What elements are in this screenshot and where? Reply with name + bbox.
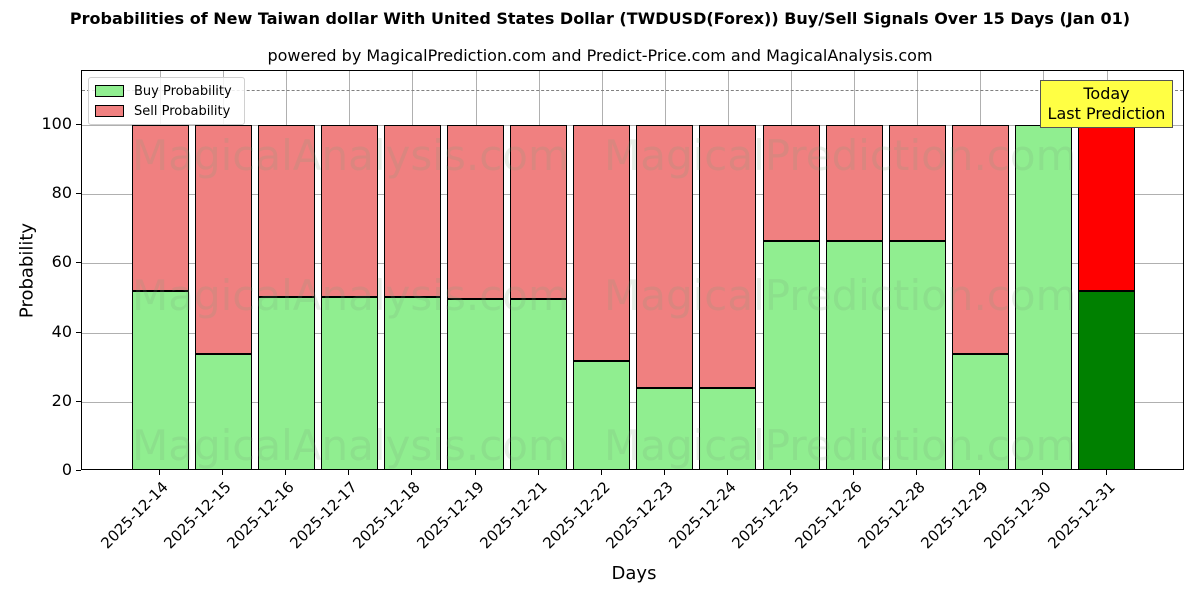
reference-line — [82, 90, 1183, 92]
x-tick-mark — [1042, 470, 1044, 475]
x-tick-mark — [790, 470, 791, 475]
bar-buy — [383, 296, 441, 469]
plot-area: MagicalAnalysis.comMagicalPrediction.com… — [81, 70, 1184, 470]
x-tick-mark — [663, 470, 665, 475]
bar-buy — [699, 387, 757, 469]
bar-buy — [1078, 291, 1135, 469]
bar-sell — [257, 125, 315, 297]
chart-title: Probabilities of New Taiwan dollar With … — [69, 9, 1131, 28]
y-tick-label: 0 — [61, 460, 72, 479]
y-tick-label: 80 — [51, 183, 72, 203]
y-tick-mark — [76, 124, 81, 125]
x-tick-mark — [411, 470, 413, 475]
y-tick-label: 20 — [51, 390, 72, 410]
sell-swatch-icon — [95, 105, 124, 117]
annotation-line-1: Today — [1083, 84, 1130, 103]
legend: Buy Probability Sell Probability — [88, 77, 245, 125]
x-tick-mark — [600, 470, 602, 475]
buy-swatch-icon — [95, 85, 124, 97]
bar-buy — [447, 299, 504, 469]
legend-item-buy: Buy Probability — [95, 83, 232, 99]
bar-buy — [888, 240, 946, 469]
bar-sell — [1078, 125, 1135, 292]
bar-sell — [131, 125, 189, 292]
x-tick-mark — [159, 470, 160, 475]
bar-sell — [825, 125, 883, 241]
x-tick-mark — [916, 470, 918, 475]
x-tick-mark — [853, 470, 855, 475]
chart-subtitle: powered by MagicalPrediction.com and Pre… — [267, 46, 933, 65]
bar-buy — [573, 360, 631, 469]
y-tick-mark — [76, 470, 81, 471]
y-tick-mark — [76, 262, 81, 264]
y-tick-mark — [76, 331, 81, 333]
x-tick-mark — [474, 470, 476, 475]
bar-sell — [762, 125, 820, 241]
bar-sell — [951, 125, 1009, 355]
bar-buy — [762, 240, 820, 469]
x-tick-mark — [348, 470, 350, 475]
bar-buy — [257, 296, 315, 469]
grid-line-h — [82, 332, 1183, 334]
x-tick-mark — [537, 470, 539, 475]
y-tick-mark — [76, 400, 81, 402]
bar-buy — [825, 240, 883, 469]
today-annotation: Today Last Prediction — [1040, 80, 1173, 128]
bar-sell — [320, 125, 378, 297]
bar-buy — [131, 291, 189, 469]
x-tick-mark — [979, 470, 981, 475]
bar-buy — [951, 354, 1009, 469]
x-tick-mark — [222, 470, 224, 475]
bar-buy — [320, 296, 378, 469]
bar-sell — [888, 125, 946, 241]
bar-sell — [194, 125, 252, 355]
bar-sell — [573, 125, 631, 361]
legend-item-sell: Sell Probability — [95, 103, 230, 119]
grid-line-h — [82, 401, 1183, 403]
x-tick-mark — [285, 470, 287, 475]
bar-buy — [636, 387, 694, 469]
legend-sell-label: Sell Probability — [134, 103, 231, 119]
bar-buy — [1014, 125, 1072, 469]
bar-sell — [510, 125, 568, 300]
grid-line-h — [82, 125, 1183, 126]
x-axis-label: Days — [611, 563, 657, 584]
annotation-line-2: Last Prediction — [1047, 104, 1166, 123]
y-tick-label: 40 — [51, 321, 72, 341]
y-axis-label: Probability — [16, 222, 38, 319]
x-tick-mark — [1105, 470, 1107, 475]
bar-sell — [699, 125, 757, 388]
y-tick-label: 100 — [41, 114, 72, 133]
bar-sell — [636, 125, 694, 388]
bar-buy — [510, 299, 568, 469]
y-tick-label: 60 — [51, 252, 72, 272]
bar-sell — [447, 125, 504, 300]
x-tick-mark — [726, 470, 728, 475]
y-tick-mark — [76, 193, 81, 195]
bar-sell — [383, 125, 441, 297]
grid-line-h — [82, 194, 1183, 196]
grid-line-h — [82, 263, 1183, 265]
bar-buy — [194, 354, 252, 469]
legend-buy-label: Buy Probability — [134, 83, 232, 99]
